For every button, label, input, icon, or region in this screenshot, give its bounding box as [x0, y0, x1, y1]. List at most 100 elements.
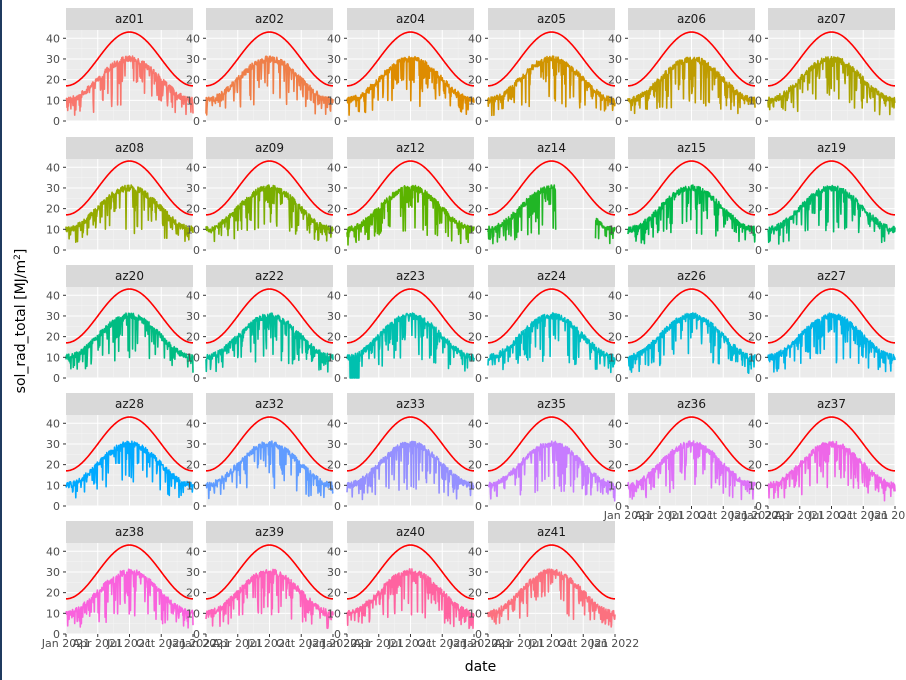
y-tick-label: 10: [608, 479, 622, 492]
y-tick-label: 10: [46, 223, 60, 236]
facet-strip: [206, 8, 333, 30]
facet-strip-label: az24: [537, 269, 566, 283]
facet-strip: [488, 393, 615, 415]
reference-curve: [488, 416, 615, 472]
series-line-az36: [627, 440, 756, 501]
y-tick-label: 40: [608, 417, 622, 430]
y-tick-label: 20: [468, 74, 482, 87]
x-tick-label: Apr 2021: [634, 509, 685, 522]
facet-strip: [347, 137, 474, 159]
y-tick-label: 10: [468, 223, 482, 236]
facet-panel-az01: az01 0 10 20 30 40: [46, 8, 194, 128]
y-tick-label: 40: [186, 161, 200, 174]
facet-strip: [347, 8, 474, 30]
reference-curve: [206, 288, 333, 344]
facet-panel-az15: az15 0 10 20 30 40: [608, 137, 756, 257]
reference-curve: [206, 544, 333, 600]
y-tick-label: 0: [334, 628, 341, 641]
y-tick-label: 30: [748, 53, 762, 66]
x-tick-label: Apr 2021: [72, 637, 123, 650]
y-tick-label: 40: [608, 289, 622, 302]
x-tick-label: Jan 2021: [743, 509, 792, 522]
facet-panel-az33: az33 0 10 20 30 40: [327, 393, 475, 513]
y-tick-label: 30: [468, 182, 482, 195]
series-line-az22: [205, 312, 334, 373]
y-tick-label: 10: [46, 351, 60, 364]
y-tick-label: 30: [468, 566, 482, 579]
facet-strip: [206, 393, 333, 415]
facet-strip-label: az06: [677, 12, 706, 26]
facet-panel-az35: az35 0 10 20 30 40: [468, 393, 616, 513]
series-line-az05: [487, 55, 616, 117]
reference-curve: [347, 544, 474, 600]
y-tick-label: 20: [608, 74, 622, 87]
x-tick-label: Apr 2021: [494, 637, 545, 650]
y-tick-label: 0: [755, 372, 762, 385]
y-tick-label: 40: [468, 32, 482, 45]
y-tick-label: 20: [46, 74, 60, 87]
y-tick-label: 30: [468, 53, 482, 66]
y-tick-label: 30: [608, 53, 622, 66]
reference-curve: [347, 416, 474, 472]
y-tick-label: 0: [193, 115, 200, 128]
series-line-az12: [346, 184, 475, 246]
y-tick-label: 20: [186, 203, 200, 216]
y-tick-label: 20: [327, 459, 341, 472]
series-line-az27: [767, 312, 896, 373]
y-tick-label: 0: [755, 244, 762, 257]
y-tick-label: 30: [608, 310, 622, 323]
x-tick-label: Jul 2021: [246, 637, 292, 650]
y-tick-label: 20: [186, 74, 200, 87]
series-line-az24: [487, 312, 616, 374]
y-tick-label: 0: [334, 244, 341, 257]
series-line-az37: [767, 440, 896, 502]
y-tick-label: 10: [46, 607, 60, 620]
y-tick-label: 30: [748, 182, 762, 195]
y-tick-label: 30: [748, 310, 762, 323]
facet-strip-label: az37: [817, 397, 846, 411]
facet-strip-label: az28: [115, 397, 144, 411]
x-tick-label: Jan 2022: [449, 637, 498, 650]
y-tick-label: 10: [186, 351, 200, 364]
facet-strip-label: az04: [396, 12, 425, 26]
x-tick-label: Oct 2021: [838, 509, 889, 522]
y-tick-label: 0: [615, 244, 622, 257]
y-tick-label: 10: [748, 94, 762, 107]
y-tick-label: 20: [608, 331, 622, 344]
x-tick-label: Jan 2021: [322, 637, 371, 650]
facet-strip: [768, 393, 895, 415]
reference-curve: [206, 31, 333, 87]
y-tick-label: 40: [748, 417, 762, 430]
series-line-az02: [205, 55, 334, 116]
series-line-az04: [346, 55, 475, 116]
y-tick-label: 0: [475, 115, 482, 128]
y-tick-label: 40: [468, 289, 482, 302]
y-tick-label: 20: [186, 459, 200, 472]
y-tick-label: 20: [186, 587, 200, 600]
y-tick-label: 10: [608, 223, 622, 236]
y-tick-label: 10: [748, 351, 762, 364]
y-tick-label: 10: [186, 479, 200, 492]
y-tick-label: 10: [468, 351, 482, 364]
facet-panel-az22: az22 0 10 20 30 40: [186, 265, 334, 385]
facet-strip: [206, 265, 333, 287]
reference-curve: [768, 31, 895, 87]
facet-strip: [66, 265, 193, 287]
facet-strip-label: az05: [537, 12, 566, 26]
y-tick-label: 0: [53, 244, 60, 257]
y-tick-label: 30: [46, 182, 60, 195]
facet-strip: [488, 265, 615, 287]
y-tick-label: 30: [186, 182, 200, 195]
facet-strip-label: az41: [537, 525, 566, 539]
facet-strip: [768, 137, 895, 159]
y-tick-label: 0: [475, 244, 482, 257]
y-tick-label: 30: [468, 310, 482, 323]
facet-strip: [206, 521, 333, 543]
facet-strip: [347, 521, 474, 543]
y-tick-label: 30: [327, 310, 341, 323]
reference-curve: [628, 31, 755, 87]
